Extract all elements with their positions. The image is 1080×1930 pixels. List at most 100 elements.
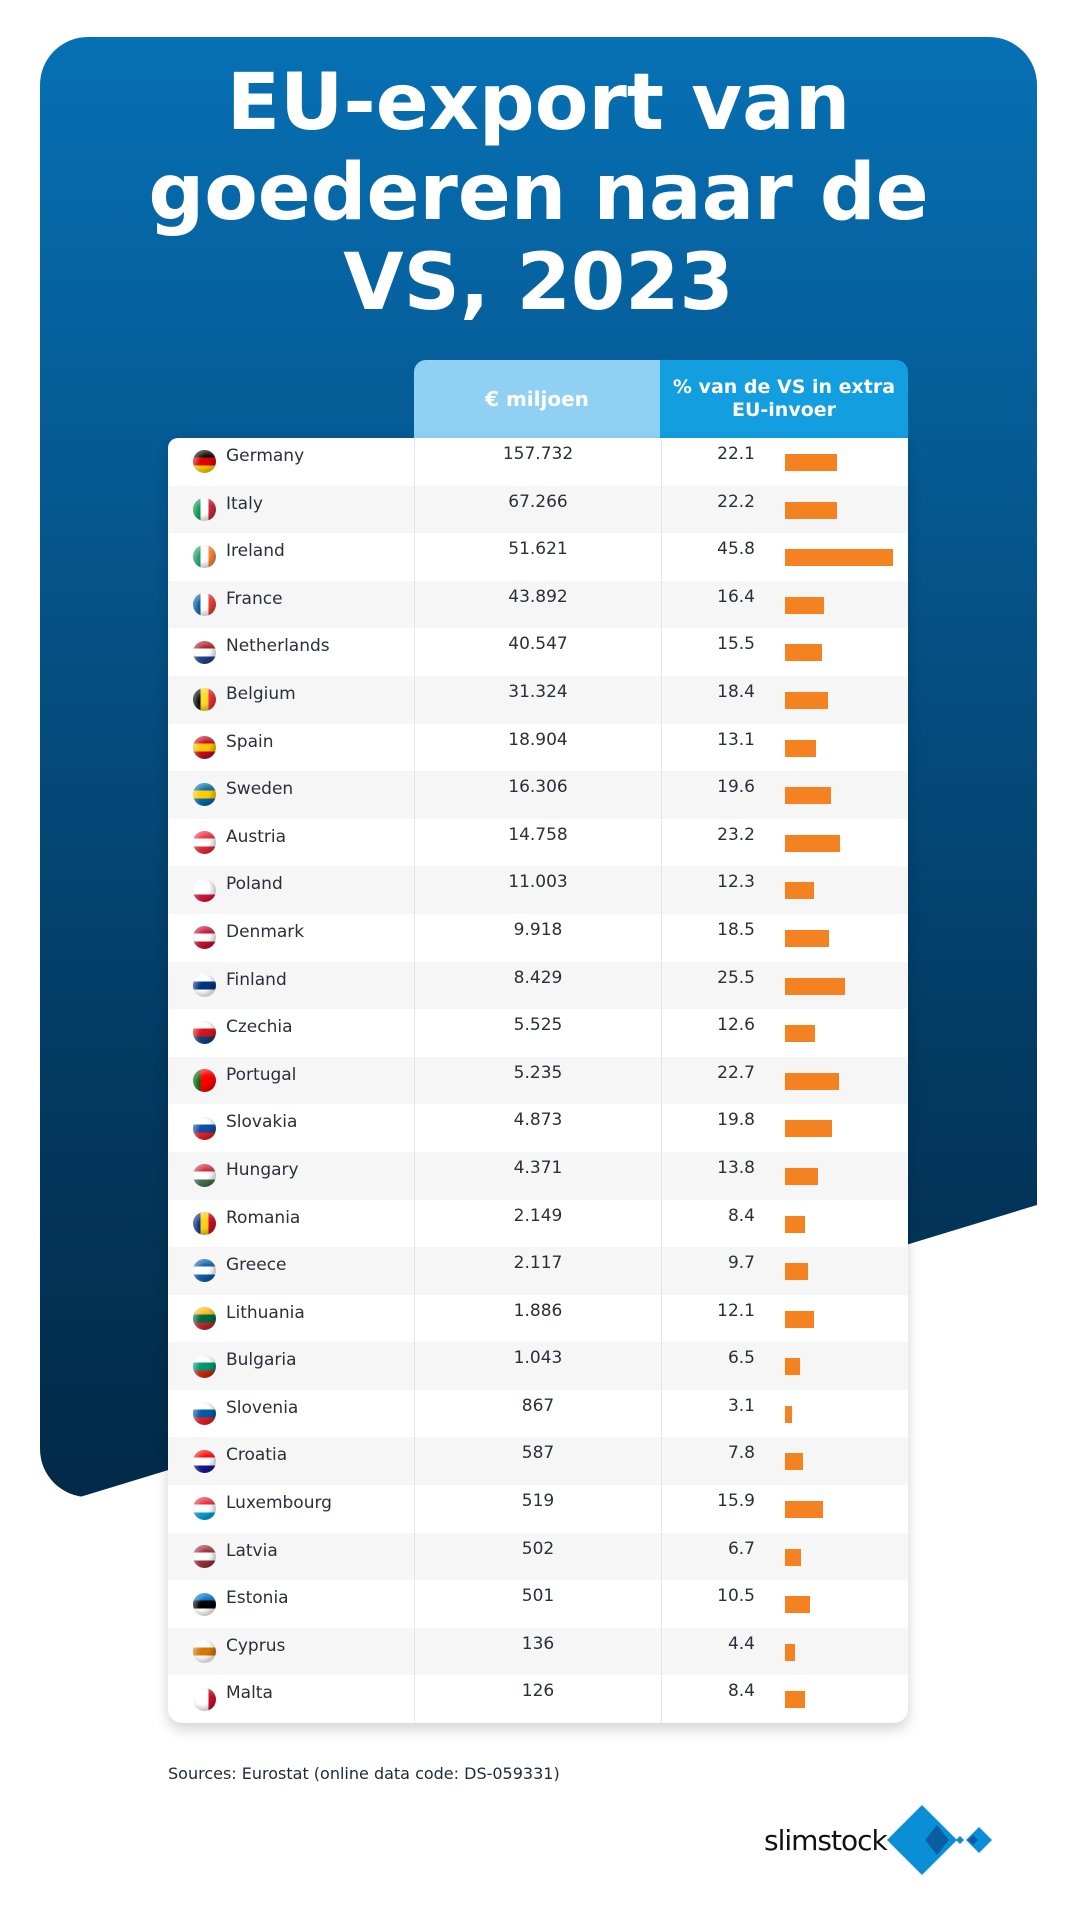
table-row: Sweden 16.306 19.6 [168,771,908,819]
value-cell: 5.235 [414,1056,662,1105]
table-row: Malta 126 8.4 [168,1675,908,1724]
value-cell: 2.117 [414,1247,662,1295]
table-row: Italy 67.266 22.2 [168,485,908,534]
flag-icon [193,1544,216,1568]
value-cell: 2.149 [414,1199,662,1248]
country-name: Latvia [226,1540,278,1561]
pct-cell: 18.4 [717,681,755,702]
pct-bar [785,1263,808,1281]
table-row: Denmark 9.918 18.5 [168,913,908,962]
country-name: Sweden [226,779,294,800]
country-name: Czechia [226,1017,293,1038]
pct-cell: 22.1 [717,444,755,464]
table-row: Austria 14.758 23.2 [168,818,908,867]
country-name: Estonia [226,1588,289,1609]
table-row: Slovakia 4.873 19.8 [168,1104,908,1152]
pct-bar [785,1548,801,1566]
flag-icon [193,1021,216,1045]
table-row: Latvia 502 6.7 [168,1532,908,1581]
value-cell: 14.758 [414,818,662,867]
country-name: Poland [226,874,283,895]
value-cell: 501 [414,1580,662,1628]
table-row: Slovenia 867 3.1 [168,1389,908,1438]
value-cell: 43.892 [414,580,662,629]
data-table: Germany 157.732 22.1 Italy 67.266 22.2 I… [168,438,908,1724]
country-name: Cyprus [226,1635,286,1656]
pct-cell: 10.5 [717,1586,755,1607]
pct-cell: 8.4 [727,1681,755,1702]
pct-bar [785,1453,804,1471]
country-name: Belgium [226,683,296,704]
pct-bar [785,1358,801,1376]
value-cell: 136 [414,1627,662,1676]
table-row: Lithuania 1.886 12.1 [168,1294,908,1343]
table-row: Cyprus 136 4.4 [168,1627,908,1676]
value-cell: 502 [414,1532,662,1581]
country-name: Luxembourg [226,1493,332,1514]
country-name: Ireland [226,541,285,562]
pct-bar [785,501,838,519]
pct-bar [785,1120,832,1138]
column-header-pct: % van de VS in extra EU-invoer [660,360,908,438]
pct-bar [785,691,829,709]
flag-icon [193,640,216,664]
pct-cell: 16.4 [717,586,755,607]
flag-icon [193,545,216,569]
pct-bar [785,1310,814,1328]
pct-bar [785,1167,818,1185]
country-name: France [226,588,283,609]
pct-bar [785,1405,793,1423]
table-row: Luxembourg 519 15.9 [168,1485,908,1533]
pct-cell: 3.1 [727,1395,755,1416]
country-name: Greece [226,1255,287,1276]
table-row: Netherlands 40.547 15.5 [168,628,908,676]
pct-cell: 12.3 [717,872,755,893]
flag-icon [193,450,216,474]
source-note: Sources: Eurostat (online data code: DS-… [168,1764,560,1783]
table-row: Germany 157.732 22.1 [168,438,908,486]
country-name: Hungary [226,1159,299,1180]
country-name: Lithuania [226,1302,305,1323]
flag-icon [193,926,216,950]
country-name: Spain [226,731,274,752]
value-cell: 11.003 [414,866,662,914]
pct-cell: 6.7 [727,1538,755,1559]
pct-bar [785,739,816,757]
value-cell: 587 [414,1437,662,1486]
country-name: Finland [226,969,287,990]
pct-bar [785,1643,796,1661]
pct-cell: 4.4 [727,1633,755,1654]
title-line: goederen naar de [148,148,929,238]
pct-bar [785,1025,815,1043]
flag-icon [193,831,216,855]
flag-icon [193,688,216,712]
table-row: Ireland 51.621 45.8 [168,533,908,581]
pct-cell: 15.9 [717,1491,755,1512]
column-header-value: € miljoen [414,360,660,438]
country-name: Portugal [226,1064,297,1085]
pct-cell: 19.8 [717,1110,755,1131]
pct-bar [785,929,829,947]
flag-icon [193,1687,216,1711]
pct-cell: 6.5 [727,1348,755,1369]
country-name: Denmark [226,921,305,942]
pct-bar [785,596,824,614]
country-name: Croatia [226,1445,288,1466]
pct-bar [785,834,840,852]
pct-cell: 25.5 [717,967,755,988]
pct-cell: 12.6 [717,1015,755,1036]
table-row: Romania 2.149 8.4 [168,1199,908,1248]
logo-diamond-icon [886,1805,992,1875]
value-cell: 51.621 [414,533,662,581]
value-cell: 1.886 [414,1294,662,1343]
flag-icon [193,1497,216,1521]
pct-bar [785,454,838,471]
flag-icon [193,1069,216,1093]
logo-text: slimstock [764,1823,888,1857]
table-row: Estonia 501 10.5 [168,1580,908,1628]
flag-icon [193,878,216,902]
pct-cell: 13.1 [717,729,755,750]
flag-icon [193,1640,216,1664]
table-row: Finland 8.429 25.5 [168,961,908,1010]
country-name: Malta [226,1683,273,1704]
